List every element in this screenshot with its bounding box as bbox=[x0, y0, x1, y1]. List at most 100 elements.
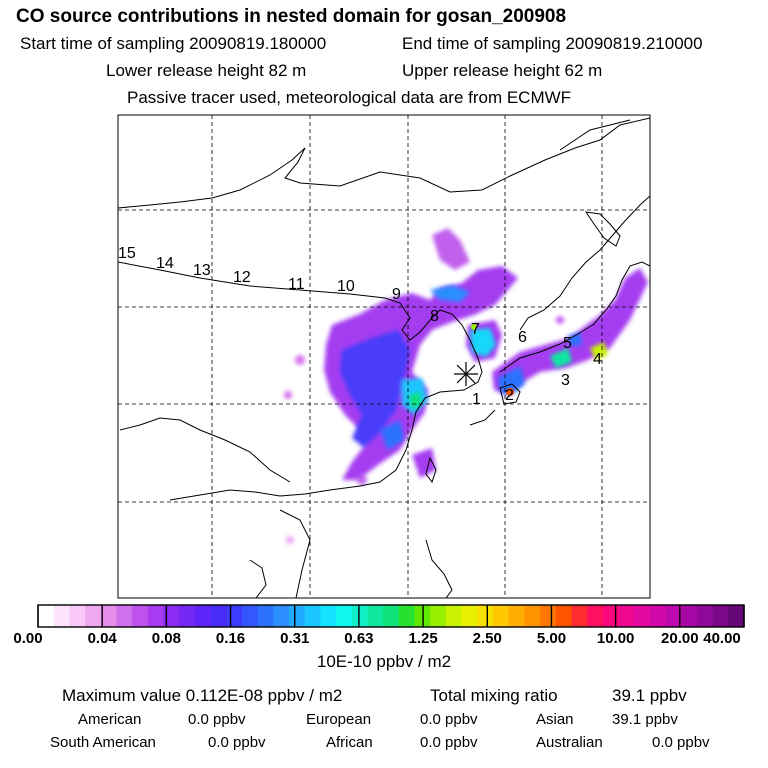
region-name: American bbox=[78, 711, 142, 728]
colorbar-tick-label: 0.04 bbox=[87, 630, 117, 647]
trajectory-day-label: 8 bbox=[430, 308, 439, 325]
trajectory-day-label: 15 bbox=[118, 245, 136, 262]
colorbar-swatch bbox=[147, 605, 164, 627]
colorbar-swatch bbox=[210, 605, 227, 627]
colorbar-swatch bbox=[430, 605, 447, 627]
trajectory-day-labels: 15 14 13 12 11 10 9 8 7 6 5 4 3 2 1 bbox=[118, 245, 602, 408]
region-value: 0.0 ppbv bbox=[420, 734, 478, 751]
colorbar-tick-label: 20.00 bbox=[661, 630, 699, 647]
region-name: South American bbox=[50, 734, 156, 751]
colorbar-frame bbox=[37, 604, 745, 628]
colorbar-swatch bbox=[634, 605, 651, 627]
colorbar-tick-label: 0.31 bbox=[280, 630, 310, 647]
total-mixing-label: Total mixing ratio bbox=[430, 686, 558, 705]
trajectory-day-label: 13 bbox=[193, 262, 211, 279]
start-time-label: Start time of sampling 20090819.180000 bbox=[20, 34, 327, 53]
colorbar-swatch bbox=[116, 605, 133, 627]
colorbar-swatch bbox=[712, 605, 729, 627]
trajectory-day-label: 7 bbox=[471, 321, 480, 338]
colorbar-swatch bbox=[289, 605, 306, 627]
colorbar-swatch bbox=[69, 605, 86, 627]
trajectory-day-label: 9 bbox=[392, 286, 401, 303]
region-name: European bbox=[306, 711, 372, 728]
colorbar-swatch bbox=[728, 605, 745, 627]
colorbar-swatch bbox=[257, 605, 274, 627]
colorbar-tick-label: 40.00 bbox=[703, 630, 741, 647]
colorbar-tick-label: 0.08 bbox=[151, 630, 181, 647]
colorbar-tick-label: 5.00 bbox=[536, 630, 567, 647]
colorbar-swatch bbox=[540, 605, 557, 627]
region-value: 39.1 ppbv bbox=[612, 711, 678, 728]
colorbar-swatch bbox=[571, 605, 588, 627]
trajectory-day-label: 11 bbox=[288, 276, 305, 293]
region-value: 0.0 ppbv bbox=[208, 734, 266, 751]
grid-layer bbox=[118, 115, 650, 598]
trajectory-day-label: 1 bbox=[472, 391, 481, 408]
colorbar-swatch bbox=[163, 605, 180, 627]
colorbar-swatch bbox=[492, 605, 510, 627]
hotspot-marker bbox=[471, 324, 477, 330]
max-value-label: Maximum value 0.112E-08 ppbv / m2 bbox=[62, 686, 343, 705]
colorbar-tick-label: 0.16 bbox=[215, 630, 246, 647]
colorbar-swatch bbox=[649, 605, 666, 627]
colorbar-swatch bbox=[665, 605, 682, 627]
colorbar-swatch bbox=[38, 605, 55, 627]
region-name: Asian bbox=[536, 711, 574, 728]
trajectory-day-label: 4 bbox=[593, 351, 602, 368]
colorbar-swatch bbox=[85, 605, 102, 627]
plume-core-layer bbox=[340, 285, 608, 450]
colorbar-tick-label: 10.00 bbox=[596, 630, 635, 647]
colorbar-swatch bbox=[398, 605, 415, 627]
region-name: African bbox=[326, 734, 373, 751]
colorbar-swatch bbox=[194, 605, 211, 627]
colorbar-swatch bbox=[132, 605, 149, 627]
region-name: Australian bbox=[536, 734, 603, 751]
colorbar-swatch bbox=[602, 605, 619, 627]
tracer-label: Passive tracer used, meteorological data… bbox=[127, 88, 572, 107]
colorbar-unit-label: 10E-10 ppbv / m2 bbox=[316, 652, 452, 671]
colorbar-swatch bbox=[696, 605, 714, 627]
colorbar-swatch bbox=[445, 605, 462, 627]
trajectory-day-label: 14 bbox=[156, 255, 174, 272]
trajectory-day-label: 3 bbox=[561, 372, 570, 389]
colorbar-swatch bbox=[524, 605, 541, 627]
colorbar-swatch bbox=[226, 605, 243, 627]
trajectory-day-label: 6 bbox=[518, 329, 527, 346]
colorbar-swatch bbox=[367, 605, 384, 627]
trajectory-day-label: 5 bbox=[563, 335, 572, 352]
end-time-label: End time of sampling 20090819.210000 bbox=[402, 34, 703, 53]
region-value: 0.0 ppbv bbox=[652, 734, 710, 751]
colorbar-swatch bbox=[477, 605, 494, 627]
colorbar-swatch bbox=[320, 605, 337, 627]
colorbar-swatch bbox=[273, 605, 290, 627]
colorbar-tick-label: 0.63 bbox=[344, 630, 374, 647]
chart-title: CO source contributions in nested domain… bbox=[16, 6, 567, 27]
asterisk-icon bbox=[454, 362, 478, 386]
colorbar-swatch bbox=[681, 605, 698, 627]
colorbar-tick-label: 2.50 bbox=[472, 630, 502, 647]
colorbar-swatch bbox=[508, 605, 525, 627]
trajectory-day-label: 2 bbox=[505, 387, 514, 404]
colorbar-swatch bbox=[618, 605, 635, 627]
hotspot-marker bbox=[506, 388, 514, 396]
coastline-layer bbox=[118, 117, 650, 598]
colorbar-tick-label: 1.25 bbox=[408, 630, 438, 647]
total-mixing-value: 39.1 ppbv bbox=[612, 686, 687, 705]
colorbar-swatch bbox=[53, 605, 70, 627]
upper-release-label: Upper release height 62 m bbox=[402, 61, 603, 80]
colorbar-swatch bbox=[179, 605, 196, 627]
region-value: 0.0 ppbv bbox=[188, 711, 246, 728]
colorbar-swatch bbox=[587, 605, 604, 627]
colorbar-swatch bbox=[241, 605, 259, 627]
map-frame bbox=[117, 114, 651, 599]
lower-release-label: Lower release height 82 m bbox=[106, 61, 307, 80]
colorbar-swatch bbox=[461, 605, 478, 627]
colorbar-tick-label: 0.00 bbox=[13, 630, 43, 647]
region-value: 0.0 ppbv bbox=[420, 711, 478, 728]
colorbar-swatch bbox=[351, 605, 368, 627]
trajectory-day-label: 10 bbox=[337, 278, 355, 295]
colorbar-swatch bbox=[100, 605, 117, 627]
colorbar bbox=[37, 604, 745, 628]
trajectory-day-label: 12 bbox=[233, 269, 251, 286]
